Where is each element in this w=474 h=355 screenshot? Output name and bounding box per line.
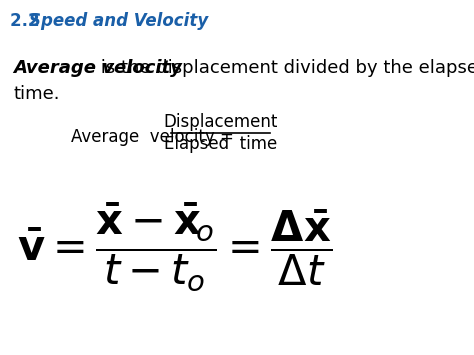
Text: time.: time.	[13, 85, 60, 103]
Text: $\mathbf{\bar{v}} = \dfrac{\mathbf{\bar{x}} - \mathbf{\bar{x}}_{\!\mathit{o}}}{t: $\mathbf{\bar{v}} = \dfrac{\mathbf{\bar{…	[17, 201, 332, 294]
Text: Displacement: Displacement	[164, 113, 278, 131]
Text: Speed and Velocity: Speed and Velocity	[28, 11, 208, 29]
Text: Average velocity: Average velocity	[13, 59, 182, 77]
Text: Average  velocity =: Average velocity =	[72, 128, 234, 146]
Text: 2.2: 2.2	[10, 11, 46, 29]
Text: is the displacement divided by the elapsed: is the displacement divided by the elaps…	[95, 59, 474, 77]
Text: Elapsed  time: Elapsed time	[164, 135, 277, 153]
